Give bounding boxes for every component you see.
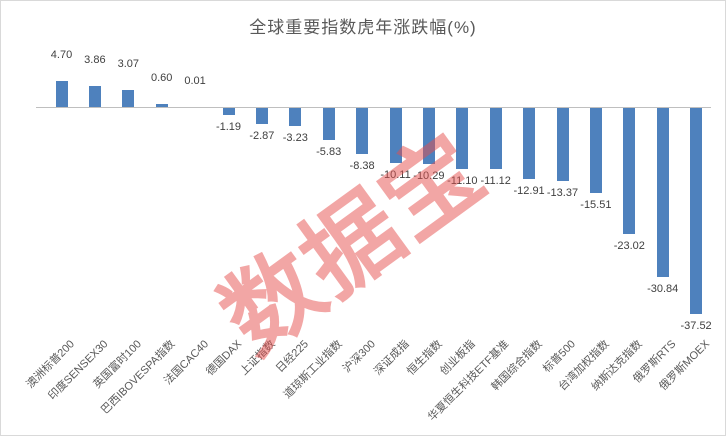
data-label: -10.11 [380, 169, 411, 182]
bar [88, 85, 101, 107]
bar [289, 108, 302, 126]
bar [523, 108, 536, 179]
category-label: 上证指数 [237, 338, 278, 378]
x-axis-line [36, 107, 711, 108]
bar [322, 108, 335, 140]
data-label: -8.38 [349, 159, 375, 172]
bar [122, 90, 135, 107]
data-label: -3.23 [282, 131, 308, 144]
bar [589, 108, 602, 194]
data-label: -15.51 [580, 199, 612, 212]
data-label: -1.19 [215, 120, 242, 133]
data-label: -5.83 [316, 145, 342, 158]
chart-title: 全球重要指数虎年涨跌幅(%) [249, 18, 477, 37]
bar [422, 108, 435, 165]
data-label: -37.52 [680, 319, 712, 332]
data-label: 3.07 [117, 58, 139, 71]
category-label: 德国DAX [204, 338, 245, 379]
data-label: -30.84 [647, 283, 679, 296]
bar [623, 108, 636, 235]
bar [389, 108, 402, 164]
data-label: -11.10 [447, 174, 478, 187]
bar [690, 108, 703, 314]
bar [656, 108, 669, 278]
category-label: 深证成指 [371, 338, 412, 378]
data-label: -11.12 [480, 174, 511, 187]
data-label: -23.02 [613, 240, 645, 253]
category-label: 恒生指数 [404, 338, 445, 378]
bar [155, 103, 168, 107]
bar [456, 108, 469, 169]
bar [55, 81, 68, 107]
data-label: -2.87 [249, 129, 275, 142]
bar [489, 108, 502, 169]
bar [556, 108, 569, 182]
data-label: 0.60 [150, 71, 173, 84]
data-label: -12.91 [513, 184, 545, 197]
data-label: 3.86 [84, 53, 106, 66]
data-label: -10.29 [413, 170, 445, 183]
bar [356, 108, 369, 154]
data-label: 4.70 [50, 49, 73, 62]
data-label: 0.01 [184, 74, 206, 87]
data-label: -13.37 [546, 187, 579, 200]
bar [255, 108, 268, 124]
bar [222, 108, 235, 115]
